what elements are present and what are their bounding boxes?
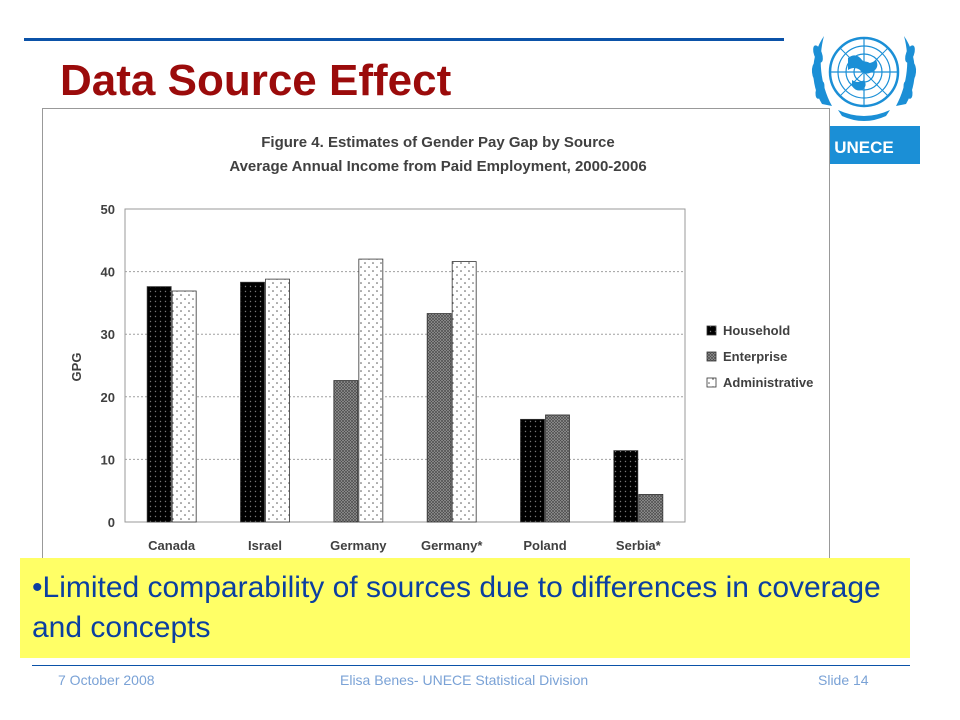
legend-label: Enterprise bbox=[723, 349, 787, 364]
y-tick-label: 50 bbox=[101, 202, 115, 217]
x-tick-label: Germany* bbox=[421, 538, 483, 553]
footer-author: Elisa Benes- UNECE Statistical Division bbox=[340, 672, 589, 688]
bar-household-canada bbox=[146, 286, 172, 523]
bar-enterprise-germany-star bbox=[426, 313, 452, 523]
x-tick-label: Canada bbox=[148, 538, 196, 553]
y-tick-label: 10 bbox=[101, 452, 115, 467]
gender-pay-gap-chart: Figure 4. Estimates of Gender Pay Gap by… bbox=[69, 134, 813, 553]
x-tick-label: Poland bbox=[523, 538, 566, 553]
gridlines bbox=[125, 271, 685, 460]
plot-area bbox=[124, 208, 686, 523]
footer-date: 7 October 2008 bbox=[58, 672, 155, 688]
bar-administrative-germany-star bbox=[451, 261, 477, 523]
bar-enterprise-germany bbox=[333, 380, 359, 523]
slide-title: Data Source Effect bbox=[60, 56, 452, 105]
legend-swatch bbox=[706, 325, 717, 336]
legend-swatch bbox=[706, 351, 717, 362]
legend-label: Administrative bbox=[723, 375, 813, 390]
x-ticks: Canada Israel Germany Germany* Poland Serbia* bbox=[148, 538, 661, 553]
y-tick-label: 20 bbox=[101, 390, 115, 405]
legend-swatch bbox=[706, 377, 717, 388]
bars bbox=[146, 258, 664, 523]
bar-administrative-germany bbox=[358, 258, 384, 523]
bar-enterprise-poland bbox=[545, 414, 570, 523]
legend-label: Household bbox=[723, 323, 790, 338]
y-tick-label: 40 bbox=[101, 265, 115, 280]
chart-subtitle: Average Annual Income from Paid Employme… bbox=[229, 158, 646, 175]
bar-household-poland bbox=[520, 418, 545, 523]
callout-box: •Limited comparability of sources due to… bbox=[20, 558, 910, 658]
logo-text: UNECE bbox=[834, 138, 894, 157]
bottom-rule bbox=[32, 665, 910, 666]
bar-administrative-canada bbox=[171, 290, 197, 523]
callout-text: •Limited comparability of sources due to… bbox=[32, 571, 881, 644]
legend: Household Enterprise Administrative bbox=[706, 323, 813, 390]
y-ticks: 0 10 20 30 40 50 bbox=[101, 202, 115, 530]
chart-title: Figure 4. Estimates of Gender Pay Gap by… bbox=[261, 134, 614, 151]
bar-enterprise-serbia-star bbox=[638, 494, 664, 523]
footer-slide-number: Slide 14 bbox=[818, 672, 869, 688]
y-axis-label: GPG bbox=[69, 353, 84, 382]
bar-household-israel bbox=[240, 281, 265, 523]
x-tick-label: Israel bbox=[248, 538, 282, 553]
x-tick-label: Serbia* bbox=[616, 538, 662, 553]
bar-administrative-israel bbox=[265, 278, 290, 523]
chart-container: Figure 4. Estimates of Gender Pay Gap by… bbox=[42, 108, 830, 566]
top-rule bbox=[24, 38, 784, 41]
y-tick-label: 30 bbox=[101, 327, 115, 342]
bar-household-serbia-star bbox=[613, 450, 639, 523]
y-tick-label: 0 bbox=[108, 515, 115, 530]
x-tick-label: Germany bbox=[330, 538, 387, 553]
